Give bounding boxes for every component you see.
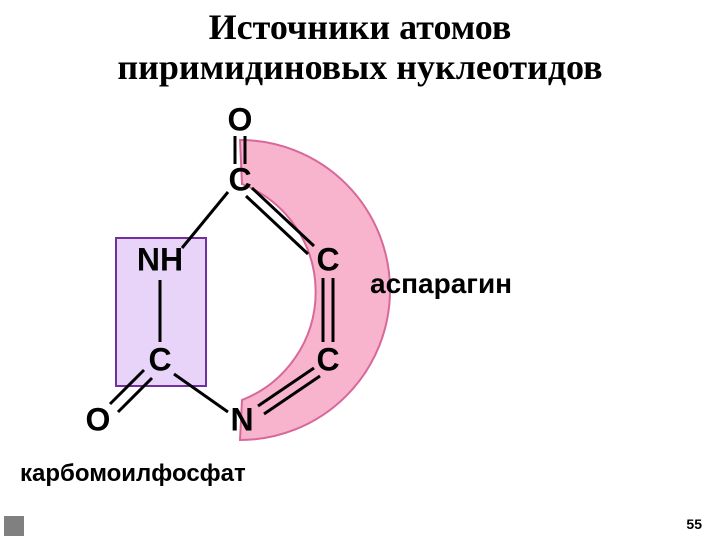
atom-n-bottom: N: [230, 402, 253, 439]
corner-decoration: [4, 516, 24, 536]
atom-o-top: О: [228, 102, 253, 139]
title-line1: Источники атомов: [209, 7, 512, 47]
label-carbamoyl: карбомоилфосфат: [20, 460, 246, 488]
atom-c-right-upper: С: [316, 242, 339, 279]
molecule-diagram: О С NН С С С О N аспарагин: [60, 90, 500, 490]
label-asparagine: аспарагин: [370, 268, 512, 300]
atom-o-left: О: [86, 402, 111, 439]
atom-c-left-lower: С: [148, 342, 171, 379]
title-line2: пиримидиновых нуклеотидов: [117, 47, 602, 87]
page-number: 55: [686, 516, 702, 532]
page-title: Источники атомов пиримидиновых нуклеотид…: [0, 8, 720, 87]
atom-nh: NН: [137, 242, 183, 279]
asparagine-region: [240, 140, 390, 440]
atom-c-top: С: [228, 162, 251, 199]
atom-c-right-lower: С: [316, 342, 339, 379]
